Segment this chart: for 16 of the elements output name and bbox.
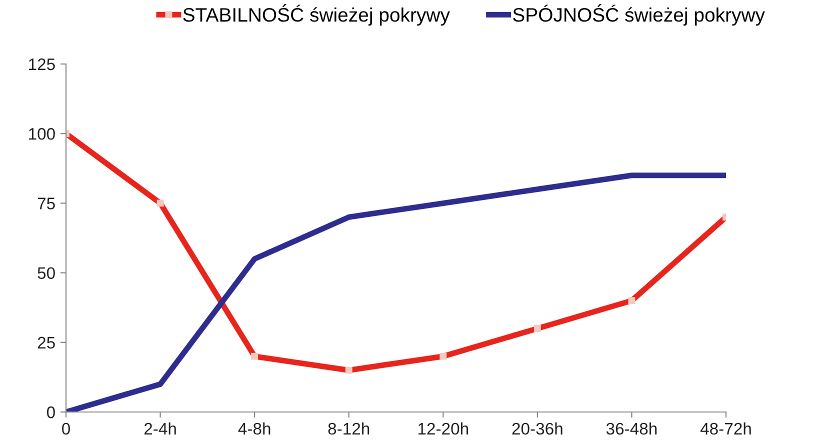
x-tick-label: 36-48h [606,422,657,435]
y-tick-label: 125 [29,58,55,70]
y-tick-label: 0 [46,406,55,418]
x-tick-label: 4-8h [238,422,270,435]
y-tick-label: 75 [38,198,55,210]
x-tick-label: 8-12h [328,422,370,435]
x-tick-label: 2-4h [144,422,176,434]
y-tick-label: 100 [29,128,55,140]
legend-label: SPÓJNOŚĆ świeżej pokrywy [513,4,765,26]
y-tick-label: 25 [38,336,55,349]
x-tick-label: 12-20h [418,422,468,435]
legend-label: STABILNOŚĆ świeżej pokrywy [183,4,450,26]
x-tick-label: 0 [62,422,70,435]
y-tick-label: 50 [38,267,55,280]
x-tick-label: 20-36h [512,422,562,435]
x-tick-label: 48-72h [700,422,751,435]
